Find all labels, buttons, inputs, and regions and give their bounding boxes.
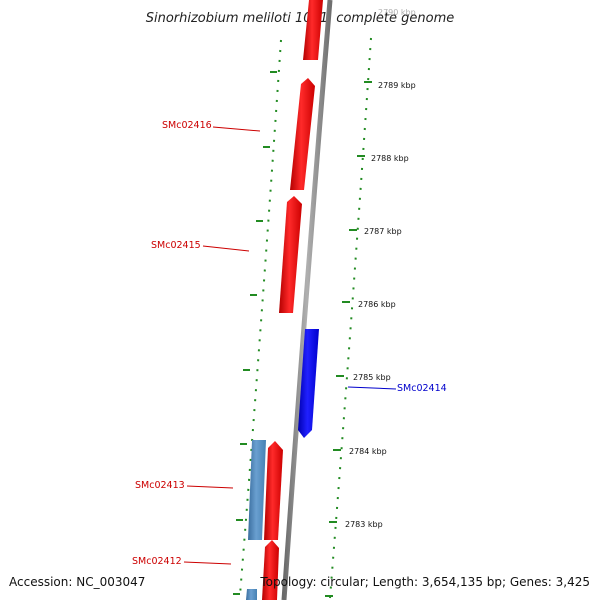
tick-label-2790: 2790 kbp — [378, 8, 416, 17]
tick-label-2789: 2789 kbp — [378, 81, 416, 90]
label-connector-smc02415 — [202, 245, 250, 252]
gene-label-smc02416[interactable]: SMc02416 — [162, 120, 212, 131]
outer-guide-arc — [329, 37, 372, 599]
map-title: Sinorhizobium meliloti 1021, complete ge… — [146, 11, 455, 26]
genome-backbone — [281, 0, 333, 600]
gene-feature-smc02416[interactable] — [290, 78, 315, 190]
tick-label-2787: 2787 kbp — [364, 227, 402, 236]
tick-label-2788: 2788 kbp — [371, 154, 409, 163]
gene-label-smc02414[interactable]: SMc02414 — [397, 383, 447, 394]
gene-feature-smc02412[interactable] — [262, 540, 279, 600]
gene-feature-smc02413[interactable] — [264, 441, 283, 540]
gene-label-smc02412[interactable]: SMc02412 — [132, 556, 182, 567]
gene-feature-partial-top[interactable] — [303, 0, 323, 60]
label-connector-smc02416 — [212, 126, 261, 132]
label-connector-smc02412 — [183, 561, 232, 565]
gene-feature-steel-bottom[interactable] — [246, 589, 257, 600]
label-connector-smc02413 — [186, 485, 234, 489]
tick-label-2785: 2785 kbp — [353, 373, 391, 382]
tick-label-2786: 2786 kbp — [358, 300, 396, 309]
gene-feature-steel[interactable] — [248, 440, 266, 540]
gene-feature-smc02415[interactable] — [279, 196, 302, 313]
gene-label-smc02413[interactable]: SMc02413 — [135, 480, 185, 491]
tick-marks — [233, 71, 372, 597]
tick-label-2784: 2784 kbp — [349, 447, 387, 456]
tick-label-2783: 2783 kbp — [345, 520, 383, 529]
accession-label: Accession: NC_003047 — [9, 575, 145, 589]
genome-summary: Topology: circular; Length: 3,654,135 bp… — [259, 575, 590, 589]
gene-feature-smc02414[interactable] — [298, 329, 319, 438]
label-connector-smc02414 — [347, 386, 397, 390]
gene-label-smc02415[interactable]: SMc02415 — [151, 240, 201, 251]
